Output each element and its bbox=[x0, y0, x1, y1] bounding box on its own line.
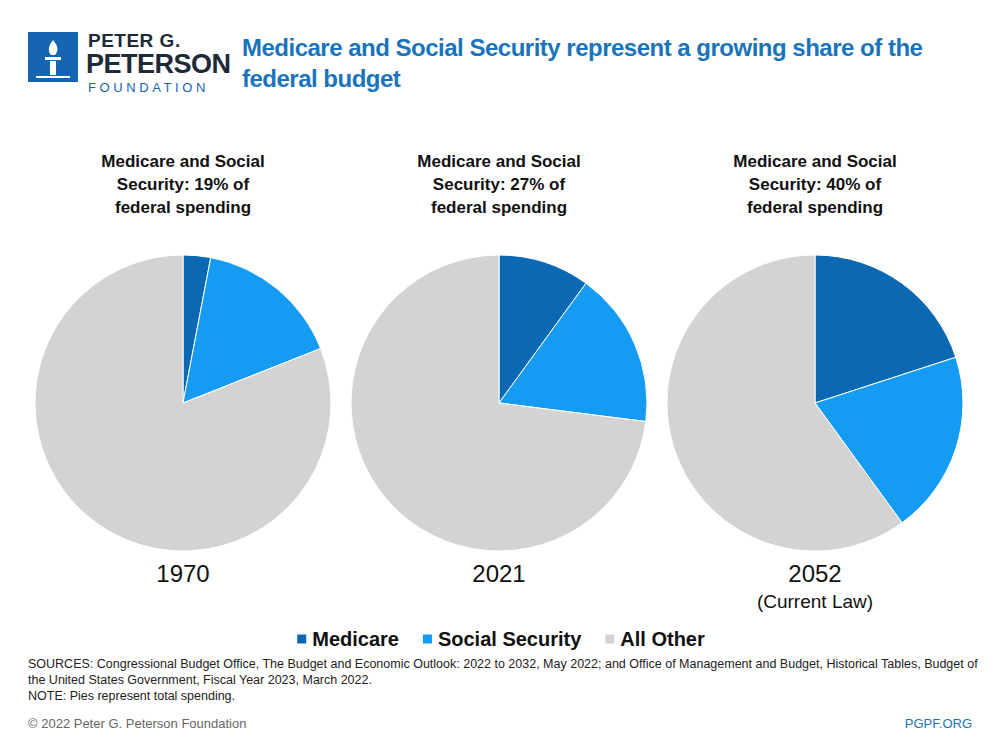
html-text:1970: 1970 bbox=[156, 560, 210, 587]
svg-text:All Other: All Other bbox=[620, 628, 705, 650]
html-text:Medicare and Social Security:: Medicare and Social Security: 19% of fed… bbox=[101, 152, 265, 217]
html-text:PETERSON: PETERSON bbox=[86, 49, 231, 79]
svg-text:Medicare: Medicare bbox=[312, 628, 399, 650]
html-text:NOTE: Pies represent total spe: NOTE: Pies represent total spending. bbox=[28, 689, 236, 703]
html-text:Medicare and Social Security r: Medicare and Social Security represent a… bbox=[242, 34, 923, 92]
html-text:FOUNDATION: FOUNDATION bbox=[88, 80, 209, 95]
html-text:2052: 2052 bbox=[788, 560, 842, 587]
html-text:2021: 2021 bbox=[472, 560, 526, 587]
html-text:PGPF.ORG: PGPF.ORG bbox=[904, 716, 972, 731]
html-text:SOURCES: Congressional Budget: SOURCES: Congressional Budget Office, Th… bbox=[28, 657, 978, 687]
html-text:Medicare and Social Security:: Medicare and Social Security: 27% of fed… bbox=[417, 152, 581, 217]
svg-text:Social Security: Social Security bbox=[438, 628, 582, 650]
html-text:© 2022 Peter G. Peterson Found: © 2022 Peter G. Peterson Foundation bbox=[28, 716, 247, 731]
html-text:Medicare and Social Security:: Medicare and Social Security: 40% of fed… bbox=[733, 152, 897, 217]
html-text:(Current Law): (Current Law) bbox=[756, 591, 874, 612]
html-text:PETER G.: PETER G. bbox=[88, 30, 181, 51]
